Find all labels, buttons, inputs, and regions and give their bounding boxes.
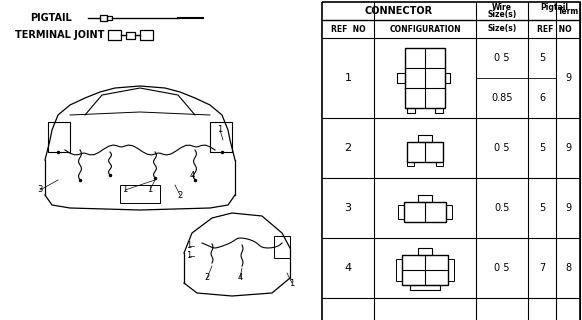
Bar <box>108 30 121 40</box>
Bar <box>322 2 580 320</box>
Text: REF  NO: REF NO <box>331 25 365 34</box>
Text: PIGTAIL: PIGTAIL <box>30 13 72 23</box>
Text: 3: 3 <box>37 186 42 195</box>
Text: Term: Term <box>558 6 579 15</box>
Bar <box>48 122 70 152</box>
Text: CONFIGURATION: CONFIGURATION <box>389 25 461 34</box>
Text: 0 5: 0 5 <box>494 143 510 153</box>
Bar <box>126 31 135 38</box>
Bar <box>435 108 443 113</box>
Text: 2: 2 <box>178 190 183 199</box>
Text: 5: 5 <box>539 53 545 63</box>
Bar <box>418 195 432 202</box>
Bar <box>446 205 452 219</box>
Text: 5: 5 <box>539 143 545 153</box>
Bar <box>418 135 432 142</box>
Text: 0.85: 0.85 <box>491 93 513 103</box>
Text: 4: 4 <box>345 263 352 273</box>
Text: Pigtail: Pigtail <box>540 3 568 12</box>
Text: CONNECTOR: CONNECTOR <box>365 6 433 16</box>
Text: 6: 6 <box>539 93 545 103</box>
Bar <box>107 16 112 20</box>
Bar <box>120 185 160 203</box>
Text: 8: 8 <box>565 263 571 273</box>
Text: 4: 4 <box>189 171 194 180</box>
Text: REF  NO: REF NO <box>537 25 572 34</box>
Bar <box>274 236 290 258</box>
Text: 1: 1 <box>147 186 152 195</box>
Text: 1: 1 <box>122 186 127 195</box>
Bar <box>396 259 402 281</box>
Bar <box>404 202 446 222</box>
Text: 2: 2 <box>204 274 210 283</box>
Bar <box>402 255 448 285</box>
Text: 9: 9 <box>565 143 571 153</box>
Text: 2: 2 <box>345 143 352 153</box>
Bar <box>100 15 107 21</box>
Bar <box>445 73 450 83</box>
Bar <box>407 162 414 166</box>
Text: 0 5: 0 5 <box>494 263 510 273</box>
Text: 1: 1 <box>289 278 294 287</box>
Text: 3: 3 <box>345 203 352 213</box>
Text: 4: 4 <box>237 274 243 283</box>
Text: 0.5: 0.5 <box>494 203 510 213</box>
Text: Size(s): Size(s) <box>487 11 517 20</box>
Text: 1: 1 <box>186 242 191 251</box>
Text: 5: 5 <box>539 203 545 213</box>
Bar <box>405 48 445 108</box>
Bar <box>448 259 454 281</box>
Bar <box>436 162 443 166</box>
Text: 7: 7 <box>539 263 545 273</box>
Bar <box>410 285 440 290</box>
Text: 1: 1 <box>345 73 352 83</box>
Text: Size(s): Size(s) <box>487 25 517 34</box>
Bar <box>210 122 232 152</box>
Text: 1: 1 <box>186 252 191 260</box>
Bar <box>140 30 153 40</box>
Bar <box>407 108 415 113</box>
Text: Wire: Wire <box>492 3 512 12</box>
Bar <box>397 73 405 83</box>
Text: 9: 9 <box>565 203 571 213</box>
Text: 9: 9 <box>565 73 571 83</box>
Bar <box>418 248 432 255</box>
Text: 0 5: 0 5 <box>494 53 510 63</box>
Bar <box>398 205 404 219</box>
Text: 1: 1 <box>217 125 223 134</box>
Bar <box>407 142 443 162</box>
Text: TERMINAL JOINT: TERMINAL JOINT <box>15 30 104 40</box>
